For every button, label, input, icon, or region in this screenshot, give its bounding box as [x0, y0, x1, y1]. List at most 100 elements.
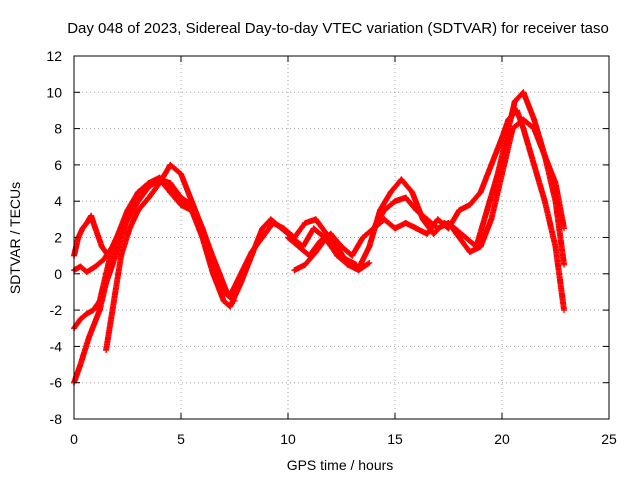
y-tick-label: 4	[54, 193, 62, 209]
data-point	[92, 225, 99, 232]
y-tick-label: 6	[54, 157, 62, 173]
data-point	[280, 225, 287, 232]
data-point	[531, 161, 538, 168]
y-tick-label: -4	[50, 338, 63, 354]
data-point	[135, 198, 142, 205]
data-point	[402, 219, 409, 226]
data-point	[561, 225, 568, 232]
y-tick-label: 2	[54, 230, 62, 246]
series-track-a	[71, 174, 360, 386]
chart-title: Day 048 of 2023, Sidereal Day-to-day VTE…	[67, 20, 609, 37]
data-point	[552, 243, 559, 250]
data-point	[359, 234, 366, 241]
data-point	[430, 230, 437, 237]
data-point	[424, 216, 431, 223]
data-point	[165, 183, 172, 190]
data-point	[466, 201, 473, 208]
data-point	[344, 261, 351, 268]
data-point	[484, 207, 491, 214]
x-tick-label: 5	[177, 431, 185, 447]
data-point	[488, 161, 495, 168]
y-tick-label: 8	[54, 121, 62, 137]
data-point	[531, 116, 538, 123]
y-tick-label: 10	[46, 84, 62, 100]
data-point	[285, 234, 291, 241]
data-point	[312, 249, 319, 256]
series-track-h	[370, 116, 568, 256]
y-tick-label: 12	[46, 48, 62, 64]
data-point	[499, 170, 505, 177]
series-track	[291, 89, 567, 274]
data-point	[248, 249, 255, 256]
data-point	[509, 125, 516, 132]
data-point	[231, 298, 238, 305]
data-point	[295, 243, 302, 250]
data-point	[124, 207, 131, 214]
series-track-g	[291, 89, 568, 274]
data-point	[302, 261, 309, 268]
data-point	[456, 207, 463, 214]
data-point	[327, 230, 334, 237]
data-point	[182, 198, 189, 205]
data-points	[71, 89, 568, 386]
data-point	[188, 198, 195, 205]
series-track	[71, 174, 359, 386]
data-point	[199, 225, 206, 232]
data-point	[355, 265, 362, 272]
data-point	[145, 194, 152, 201]
data-point	[366, 259, 373, 266]
data-point	[561, 307, 568, 314]
data-point	[466, 249, 473, 256]
data-point	[145, 183, 152, 190]
data-point	[220, 288, 227, 295]
data-point	[561, 261, 568, 268]
data-point	[552, 180, 559, 187]
data-point	[237, 270, 244, 277]
data-point	[323, 234, 330, 241]
y-axis-label: SDTVAR / TECUs	[7, 182, 23, 294]
data-point	[434, 216, 441, 223]
x-axis-label: GPS time / hours	[287, 457, 394, 473]
x-tick-label: 25	[601, 431, 617, 447]
data-point	[398, 176, 405, 183]
grid	[74, 56, 609, 419]
data-point	[270, 219, 277, 226]
data-point	[126, 212, 133, 219]
data-point	[413, 225, 420, 232]
data-point	[96, 298, 103, 305]
data-point	[109, 307, 116, 314]
data-point	[227, 303, 234, 310]
series-track	[285, 107, 567, 312]
data-point	[511, 98, 518, 105]
data-point	[100, 256, 107, 263]
data-point	[392, 198, 398, 205]
data-point	[541, 152, 548, 159]
data-point	[135, 207, 142, 214]
data-point	[291, 267, 298, 274]
data-point	[387, 189, 394, 196]
data-point	[83, 219, 90, 226]
data-point	[310, 225, 317, 232]
x-tick-label: 0	[70, 431, 78, 447]
data-point	[349, 252, 356, 259]
data-point	[456, 234, 463, 241]
data-point	[178, 201, 184, 208]
data-point	[85, 334, 92, 341]
data-point	[520, 89, 527, 96]
x-tick-label: 10	[280, 431, 296, 447]
data-point	[381, 207, 388, 214]
data-point	[267, 216, 274, 223]
data-point	[88, 212, 95, 219]
data-point	[409, 189, 416, 196]
data-point	[103, 347, 110, 354]
data-point	[85, 216, 92, 223]
data-point	[118, 252, 125, 259]
series-track-e	[103, 161, 238, 354]
data-point	[413, 207, 420, 214]
data-point	[291, 234, 298, 241]
data-point	[334, 252, 341, 259]
data-point	[259, 234, 266, 241]
data-point	[434, 225, 441, 232]
data-point	[83, 310, 90, 317]
